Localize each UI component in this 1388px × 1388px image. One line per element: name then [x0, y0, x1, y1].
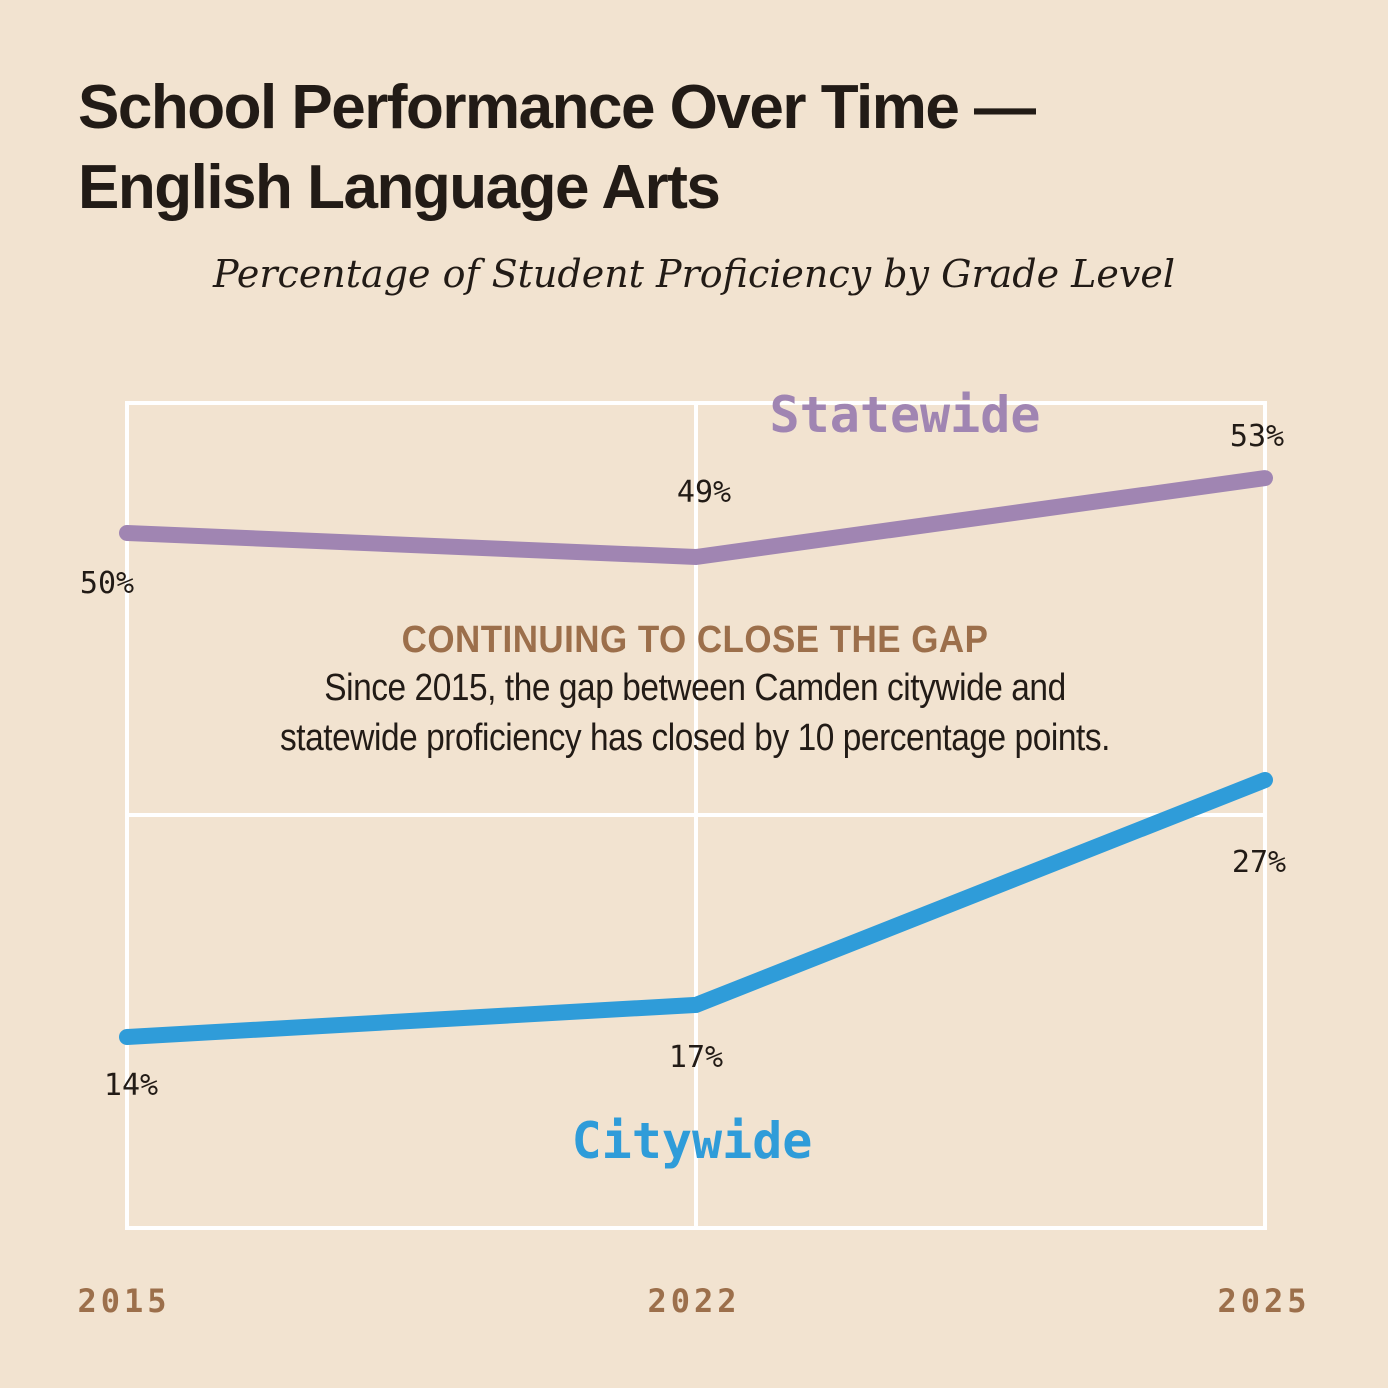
- data-label-citywide-2015: 14%: [104, 1068, 158, 1103]
- series-name-statewide: Statewide: [770, 386, 1041, 444]
- data-labels: 50% 49% 53% 14% 17% 27%: [80, 419, 1286, 1103]
- x-tick-2025: 2025: [1217, 1282, 1310, 1320]
- grid: [125, 401, 1267, 1230]
- series-names: Statewide Citywide: [572, 386, 1041, 1170]
- chart-subtitle: Percentage of Student Proficiency by Gra…: [213, 252, 1175, 296]
- x-tick-2015: 2015: [77, 1282, 170, 1320]
- data-label-statewide-2015: 50%: [80, 566, 134, 601]
- chart-title: School Performance Over Time — English L…: [78, 68, 1328, 228]
- series-line-citywide: [119, 772, 1273, 1045]
- series-lines: [119, 470, 1273, 1045]
- x-axis-ticks: 2015 2022 2025: [77, 1282, 1310, 1320]
- data-label-statewide-2022: 49%: [677, 475, 731, 510]
- x-tick-2022: 2022: [647, 1282, 740, 1320]
- series-line-statewide: [119, 470, 1273, 566]
- annotation-body-line-2: statewide proficiency has closed by 10 p…: [279, 717, 1111, 759]
- series-name-citywide: Citywide: [572, 1112, 813, 1170]
- data-label-citywide-2022: 17%: [669, 1040, 723, 1075]
- title-line-1: School Performance Over Time —: [78, 73, 1036, 142]
- annotation-body-line-1: Since 2015, the gap between Camden cityw…: [324, 667, 1066, 709]
- annotation: CONTINUING TO CLOSE THE GAP Since 2015, …: [140, 617, 1250, 763]
- data-label-statewide-2025: 53%: [1230, 419, 1284, 454]
- annotation-heading: CONTINUING TO CLOSE THE GAP: [401, 619, 989, 661]
- title-line-2: English Language Arts: [78, 153, 721, 222]
- data-label-citywide-2025: 27%: [1232, 845, 1286, 880]
